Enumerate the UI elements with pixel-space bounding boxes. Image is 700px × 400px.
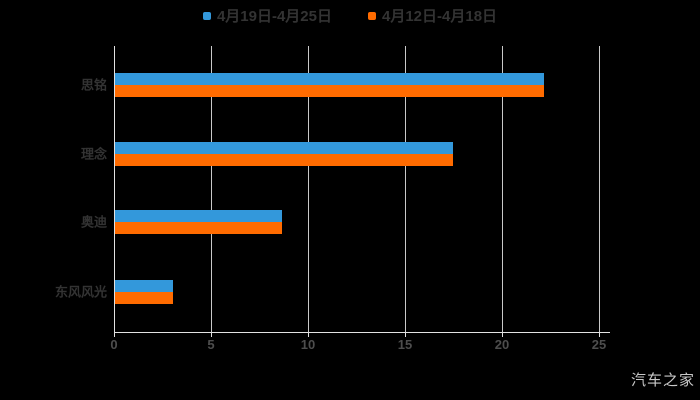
bar-4月19日-4月25日-奥迪[interactable] — [115, 210, 282, 222]
y-axis-line — [114, 46, 115, 332]
x-tick-label-25: 25 — [591, 337, 607, 352]
gridline-x-15 — [405, 46, 406, 332]
y-category-label-1: 理念 — [80, 146, 107, 162]
y-category-label-2: 奥迪 — [80, 214, 107, 230]
x-tick-label-5: 5 — [207, 337, 215, 352]
watermark: 汽车之家 — [630, 372, 695, 389]
bar-4月19日-4月25日-东风风光[interactable] — [115, 280, 173, 292]
gridline-x-25 — [599, 46, 600, 332]
tick-mark-10 — [308, 332, 309, 337]
x-tick-label-0: 0 — [110, 337, 118, 352]
bar-4月19日-4月25日-理念[interactable] — [115, 142, 453, 154]
bar-4月12日-4月18日-奥迪[interactable] — [115, 222, 282, 234]
x-tick-label-20: 20 — [494, 337, 510, 352]
gridline-x-10 — [308, 46, 309, 332]
legend-label: 4月12日-4月18日 — [382, 7, 498, 25]
x-axis-line — [114, 332, 610, 333]
legend: 4月19日-4月25日 4月12日-4月18日 — [0, 6, 700, 26]
legend-label: 4月19日-4月25日 — [216, 7, 332, 25]
gridline-x-20 — [502, 46, 503, 332]
gridline-x-5 — [211, 46, 212, 332]
legend-marker-icon — [202, 12, 211, 20]
y-category-label-0: 思铭 — [80, 77, 107, 93]
legend-marker-icon — [368, 12, 376, 20]
tick-mark-0 — [114, 332, 115, 337]
bar-4月19日-4月25日-思铭[interactable] — [115, 73, 544, 85]
legend-item-1[interactable]: 4月12日-4月18日 — [368, 9, 497, 24]
x-tick-label-15: 15 — [397, 337, 413, 352]
legend-item-0[interactable]: 4月19日-4月25日 — [202, 7, 332, 25]
tick-mark-25 — [599, 332, 600, 337]
x-tick-label-10: 10 — [300, 337, 316, 352]
bar-4月12日-4月18日-理念[interactable] — [115, 154, 453, 166]
tick-mark-20 — [502, 332, 503, 337]
tick-mark-5 — [211, 332, 212, 337]
y-category-label-3: 东风风光 — [54, 284, 107, 300]
bar-4月12日-4月18日-东风风光[interactable] — [115, 292, 173, 304]
bar-4月12日-4月18日-思铭[interactable] — [115, 85, 544, 97]
tick-mark-15 — [405, 332, 406, 337]
